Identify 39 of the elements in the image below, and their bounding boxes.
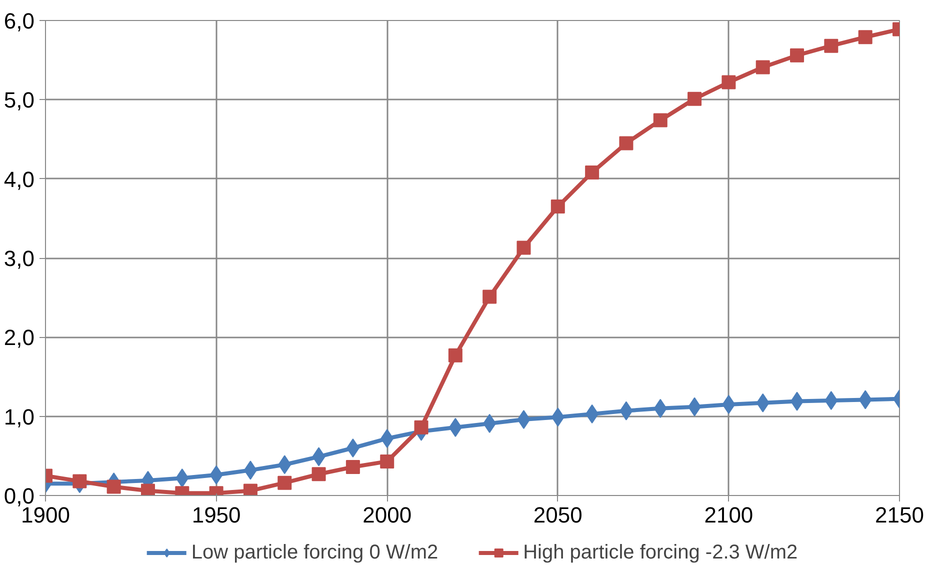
point [312,467,326,482]
legend-label: High particle forcing -2.3 W/m2 [523,541,798,564]
y-tick-label: 6,0 [4,8,35,34]
y-tick-label: 4,0 [4,166,35,192]
point [516,240,531,255]
point [346,438,360,458]
point [106,480,121,494]
x-tick-label: 2050 [533,502,582,528]
point [380,429,394,448]
point [140,484,155,496]
x-tick-label: 2000 [362,502,412,528]
y-tick-label: 1,0 [4,404,35,430]
point [722,75,736,90]
y-tick-label: 5,0 [4,88,35,113]
point [278,476,292,490]
point [790,48,804,62]
point [346,460,360,474]
point [482,290,497,304]
point [550,200,565,214]
point [517,410,530,429]
point [380,454,394,468]
x-tick-label: 2100 [704,502,754,528]
x-tick-label: 1950 [192,502,241,528]
point [448,348,462,362]
point [619,136,634,150]
point [824,38,838,53]
point [756,60,770,74]
point [653,113,668,128]
y-tick-label: 2,0 [4,325,35,350]
point [414,420,428,434]
point [824,391,838,410]
legend-label: Low particle forcing 0 W/m2 [191,541,438,564]
point [72,474,87,488]
point [585,166,600,180]
point [243,484,258,496]
y-tick-label: 3,0 [4,246,35,271]
point [858,30,872,44]
x-tick-label: 2150 [875,502,924,528]
point [688,92,702,106]
